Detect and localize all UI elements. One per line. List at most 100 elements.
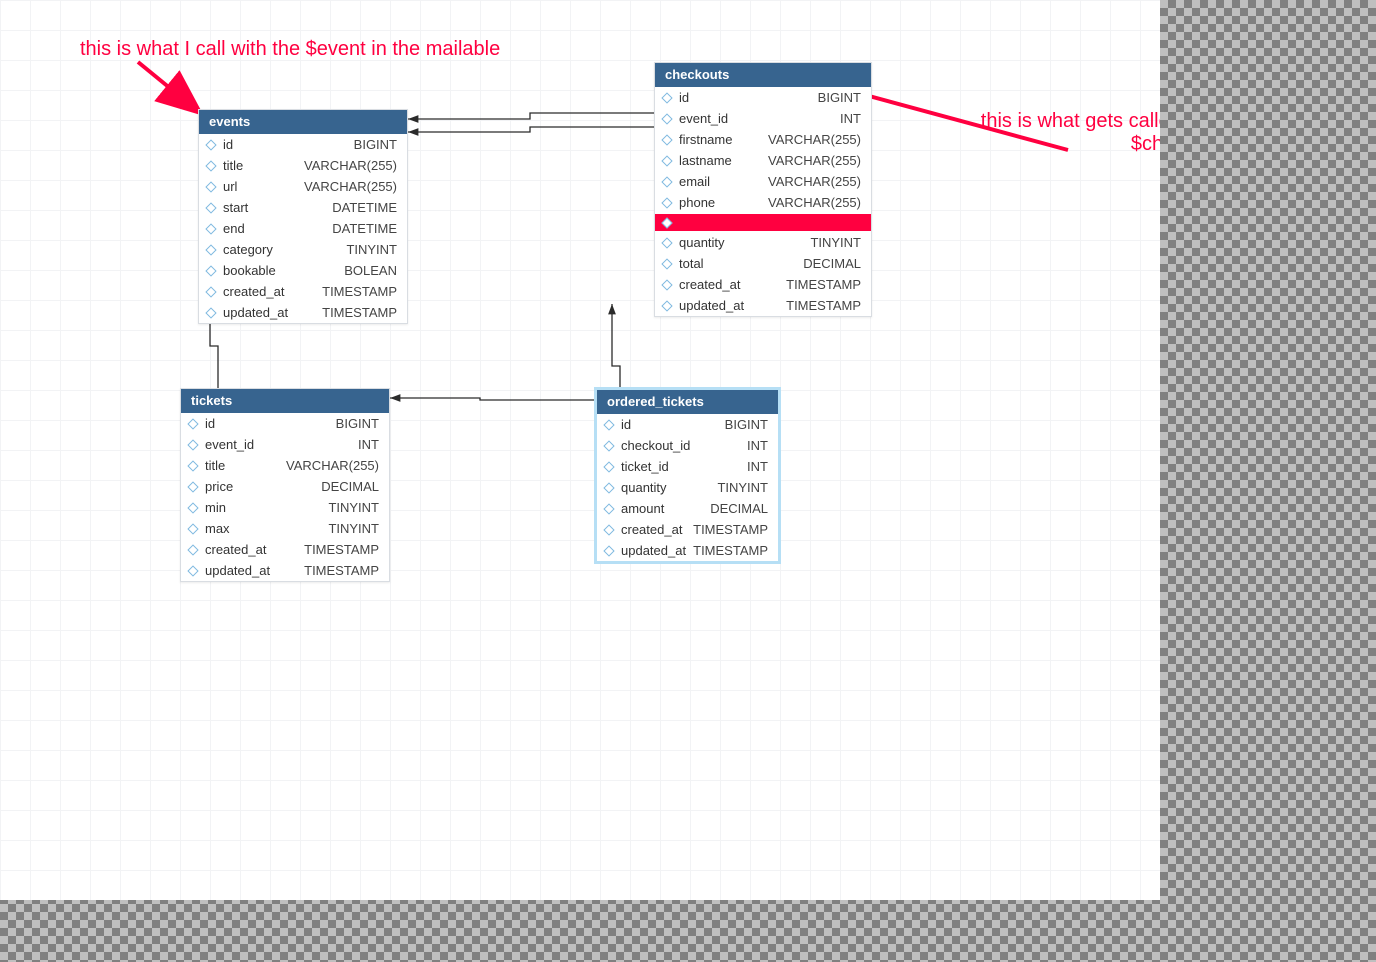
- annotation-text: this is what gets called with $checkout: [942, 110, 1160, 156]
- column-type: VARCHAR(255): [768, 152, 861, 169]
- column-type: DECIMAL: [803, 255, 861, 272]
- column-key-icon: [603, 419, 614, 430]
- column-key-icon: [205, 286, 216, 297]
- column-type: VARCHAR(255): [768, 173, 861, 190]
- column-type: TIMESTAMP: [693, 521, 768, 538]
- column-key-icon: [661, 176, 672, 187]
- entity-column[interactable]: idBIGINT: [597, 414, 778, 435]
- entity-column[interactable]: created_atTIMESTAMP: [655, 274, 871, 295]
- entity-column[interactable]: checkout_idINT: [597, 435, 778, 456]
- column-type: DATETIME: [332, 220, 397, 237]
- entity-header[interactable]: ordered_tickets: [597, 390, 778, 414]
- entity-column[interactable]: [655, 214, 871, 231]
- column-type: INT: [840, 110, 861, 127]
- column-type: VARCHAR(255): [768, 194, 861, 211]
- column-key-icon: [205, 244, 216, 255]
- entity-tickets[interactable]: ticketsidBIGINTevent_idINTtitleVARCHAR(2…: [180, 388, 390, 582]
- column-type: TIMESTAMP: [304, 562, 379, 579]
- column-name: id: [205, 415, 336, 432]
- column-key-icon: [205, 265, 216, 276]
- entity-column[interactable]: updated_atTIMESTAMP: [655, 295, 871, 316]
- entity-checkouts[interactable]: checkoutsidBIGINTevent_idINTfirstnameVAR…: [654, 62, 872, 317]
- column-type: TIMESTAMP: [786, 297, 861, 314]
- column-type: BIGINT: [336, 415, 379, 432]
- column-type: TIMESTAMP: [693, 542, 768, 559]
- entity-column[interactable]: idBIGINT: [181, 413, 389, 434]
- column-name: amount: [621, 500, 710, 517]
- column-key-icon: [187, 481, 198, 492]
- entity-column[interactable]: ticket_idINT: [597, 456, 778, 477]
- entity-header[interactable]: tickets: [181, 389, 389, 413]
- column-name: event_id: [205, 436, 358, 453]
- entity-column[interactable]: created_atTIMESTAMP: [181, 539, 389, 560]
- entity-column[interactable]: event_idINT: [181, 434, 389, 455]
- column-type: TIMESTAMP: [304, 541, 379, 558]
- entity-column[interactable]: lastnameVARCHAR(255): [655, 150, 871, 171]
- column-type: DECIMAL: [321, 478, 379, 495]
- column-name: updated_at: [621, 542, 693, 559]
- entity-column[interactable]: titleVARCHAR(255): [199, 155, 407, 176]
- entity-header[interactable]: events: [199, 110, 407, 134]
- entity-column[interactable]: maxTINYINT: [181, 518, 389, 539]
- entity-column[interactable]: categoryTINYINT: [199, 239, 407, 260]
- column-key-icon: [187, 460, 198, 471]
- column-key-icon: [661, 113, 672, 124]
- entity-column[interactable]: idBIGINT: [199, 134, 407, 155]
- column-key-icon: [187, 439, 198, 450]
- entity-column[interactable]: updated_atTIMESTAMP: [181, 560, 389, 581]
- column-name: id: [223, 136, 354, 153]
- entity-column[interactable]: urlVARCHAR(255): [199, 176, 407, 197]
- entity-events[interactable]: eventsidBIGINTtitleVARCHAR(255)urlVARCHA…: [198, 109, 408, 324]
- entity-header[interactable]: checkouts: [655, 63, 871, 87]
- entity-column[interactable]: firstnameVARCHAR(255): [655, 129, 871, 150]
- entity-column[interactable]: titleVARCHAR(255): [181, 455, 389, 476]
- column-key-icon: [661, 217, 672, 228]
- column-name: url: [223, 178, 304, 195]
- column-key-icon: [603, 503, 614, 514]
- entity-column[interactable]: bookableBOLEAN: [199, 260, 407, 281]
- entity-column[interactable]: emailVARCHAR(255): [655, 171, 871, 192]
- entity-column[interactable]: minTINYINT: [181, 497, 389, 518]
- column-key-icon: [187, 418, 198, 429]
- entity-column[interactable]: priceDECIMAL: [181, 476, 389, 497]
- entity-column[interactable]: created_atTIMESTAMP: [597, 519, 778, 540]
- diagram-canvas[interactable]: eventsidBIGINTtitleVARCHAR(255)urlVARCHA…: [0, 0, 1160, 900]
- column-key-icon: [603, 440, 614, 451]
- column-key-icon: [603, 482, 614, 493]
- column-type: BOLEAN: [344, 262, 397, 279]
- column-name: ticket_id: [621, 458, 747, 475]
- column-type: TINYINT: [810, 234, 861, 251]
- column-name: max: [205, 520, 328, 537]
- entity-column[interactable]: amountDECIMAL: [597, 498, 778, 519]
- entity-column[interactable]: quantityTINYINT: [655, 232, 871, 253]
- entity-column[interactable]: endDATETIME: [199, 218, 407, 239]
- column-key-icon: [603, 524, 614, 535]
- column-key-icon: [205, 139, 216, 150]
- column-type: TINYINT: [328, 520, 379, 537]
- entity-column[interactable]: phoneVARCHAR(255): [655, 192, 871, 213]
- entity-column[interactable]: created_atTIMESTAMP: [199, 281, 407, 302]
- column-name: quantity: [679, 234, 810, 251]
- column-name: id: [621, 416, 725, 433]
- column-name: title: [223, 157, 304, 174]
- column-key-icon: [205, 223, 216, 234]
- column-key-icon: [661, 279, 672, 290]
- entity-column[interactable]: startDATETIME: [199, 197, 407, 218]
- entity-column[interactable]: quantityTINYINT: [597, 477, 778, 498]
- entity-column[interactable]: idBIGINT: [655, 87, 871, 108]
- column-name: created_at: [679, 276, 786, 293]
- entity-ordered_tickets[interactable]: ordered_ticketsidBIGINTcheckout_idINTtic…: [595, 388, 780, 563]
- column-key-icon: [187, 544, 198, 555]
- entity-column[interactable]: totalDECIMAL: [655, 253, 871, 274]
- column-key-icon: [661, 300, 672, 311]
- column-name: title: [205, 457, 286, 474]
- column-name: price: [205, 478, 321, 495]
- entity-column[interactable]: updated_atTIMESTAMP: [597, 540, 778, 561]
- column-name: event_id: [679, 110, 840, 127]
- column-name: created_at: [223, 283, 322, 300]
- entity-column[interactable]: updated_atTIMESTAMP: [199, 302, 407, 323]
- column-key-icon: [205, 181, 216, 192]
- entity-column[interactable]: event_idINT: [655, 108, 871, 129]
- column-key-icon: [205, 160, 216, 171]
- column-type: INT: [747, 437, 768, 454]
